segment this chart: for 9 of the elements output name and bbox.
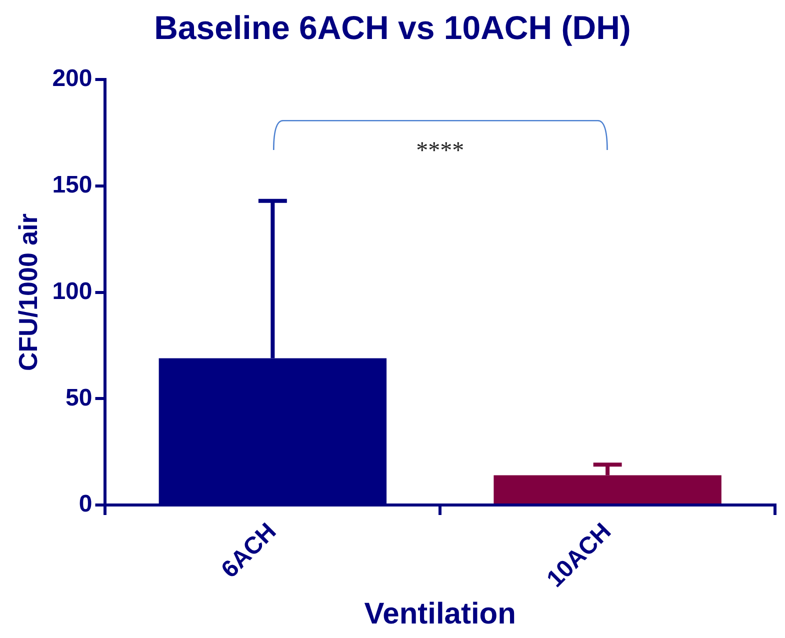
annotation: **** [415,138,466,165]
y-tick-label: 0 [78,490,92,518]
x-axis-title: Ventilation [364,597,516,630]
y-tick-label: 200 [52,65,92,92]
y-tick-label: 50 [66,384,92,412]
y-tick-label: 100 [52,278,92,305]
y-tick-label: 150 [52,172,92,199]
chart-title: Baseline 6ACH vs 10ACH (DH) [154,8,631,46]
y-axis-title: CFU/1000 air [12,214,43,372]
